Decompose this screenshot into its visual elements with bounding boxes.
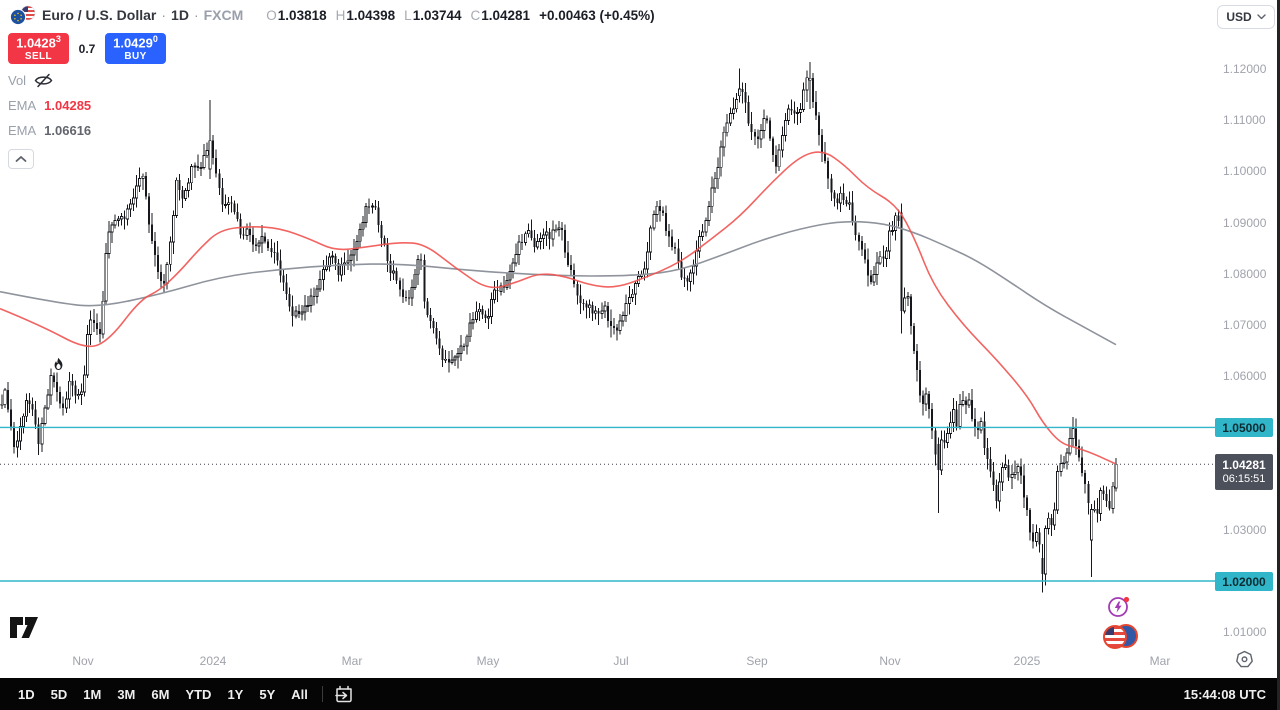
event-flame-icon[interactable] [53, 357, 64, 376]
open-letter: O [266, 7, 277, 23]
ema-fast-row[interactable]: EMA 1.04285 [8, 97, 655, 114]
ema-slow-row[interactable]: EMA 1.06616 [8, 122, 655, 139]
range-5y-button[interactable]: 5Y [259, 686, 276, 702]
sell-label: SELL [24, 50, 53, 62]
time-axis-label: Jul [613, 654, 629, 668]
high-letter: H [335, 7, 346, 23]
utc-clock: 15:44:08 UTC [1183, 686, 1266, 702]
bottom-toolbar: 1D 5D 1M 3M 6M YTD 1Y 5Y All 15:44:08 UTC [0, 678, 1280, 710]
symbol-pair-logo[interactable] [8, 5, 38, 26]
close-letter: C [470, 7, 481, 23]
price-scale-label: 1.03000 [1223, 523, 1267, 537]
price-scale-label: 1.06000 [1223, 369, 1267, 383]
separator-dot: · [193, 7, 199, 23]
bar-countdown: 06:15:51 [1222, 472, 1266, 485]
buy-button[interactable]: 1.04290 BUY [105, 33, 166, 64]
collapse-legend-button[interactable] [8, 149, 34, 169]
range-1m-button[interactable]: 1M [83, 686, 102, 702]
price-scale-label: 1.07000 [1223, 318, 1267, 332]
ohlc-readout: O 1.03818 H 1.04398 L 1.03744 C 1.04281 +0.0… [257, 8, 654, 23]
window-edge [1277, 0, 1280, 710]
last-price-label: 1.04281 06:15:51 [1215, 454, 1273, 490]
time-axis-label: May [476, 654, 500, 668]
level-price-label: 1.05000 [1215, 418, 1273, 437]
high-value: 1.04398 [346, 7, 396, 23]
timeframe-label[interactable]: 1D [171, 7, 189, 23]
price-scale-label: 1.09000 [1223, 216, 1267, 230]
eu-flag-icon [9, 8, 27, 26]
chevron-up-icon [15, 156, 27, 162]
symbol-name[interactable]: Euro / U.S. Dollar [42, 7, 157, 23]
time-axis-label: Mar [1149, 654, 1171, 668]
chart-badges [1100, 593, 1144, 657]
ema-fast-value: 1.04285 [44, 98, 92, 113]
volume-indicator-row[interactable]: Vol [8, 72, 655, 89]
ema-slow-label: EMA [8, 123, 37, 138]
level-price-label: 1.02000 [1215, 572, 1273, 591]
spread-value: 0.7 [78, 41, 96, 56]
range-buttons: 1D 5D 1M 3M 6M YTD 1Y 5Y All [12, 684, 314, 705]
tradingview-logo[interactable] [9, 616, 39, 645]
currency-pair-badge-icon[interactable] [1100, 622, 1144, 657]
ema-slow-value: 1.06616 [44, 123, 92, 138]
low-letter: L [404, 7, 412, 23]
price-scale-label: 1.08000 [1223, 267, 1267, 281]
ema-fast-label: EMA [8, 98, 37, 113]
toolbar-divider [321, 686, 323, 702]
sell-button[interactable]: 1.04283 SELL [8, 33, 69, 64]
exchange-label: FXCM [203, 7, 244, 23]
calendar-arrow-icon [335, 685, 352, 703]
buy-label: BUY [124, 50, 147, 62]
range-ytd-button[interactable]: YTD [185, 686, 212, 702]
symbol-title-row: Euro / U.S. Dollar · 1D · FXCM O 1.03818 … [8, 4, 655, 26]
currency-label: USD [1226, 10, 1252, 24]
go-to-date-button[interactable] [331, 681, 357, 707]
time-axis-label: 2025 [1013, 654, 1041, 668]
chevron-down-icon [1256, 14, 1266, 20]
range-3m-button[interactable]: 3M [117, 686, 136, 702]
eye-off-icon[interactable] [34, 72, 53, 89]
price-scale-label: 1.11000 [1223, 113, 1266, 127]
candlestick-chart[interactable] [0, 0, 1215, 648]
chart-legend: Euro / U.S. Dollar · 1D · FXCM O 1.03818 … [8, 4, 655, 169]
time-axis-label: Mar [341, 654, 363, 668]
range-1y-button[interactable]: 1Y [227, 686, 244, 702]
settings-gear-icon[interactable] [1235, 650, 1254, 674]
range-5d-button[interactable]: 5D [50, 686, 68, 702]
trade-panel: 1.04283 SELL 0.7 1.04290 BUY [8, 33, 655, 64]
change-value: +0.00463 (+0.45%) [539, 7, 655, 23]
range-all-button[interactable]: All [291, 686, 308, 702]
time-axis-label: Sep [746, 654, 768, 668]
range-1d-button[interactable]: 1D [18, 686, 35, 702]
open-value: 1.03818 [277, 7, 327, 23]
separator-dot: · [161, 7, 167, 23]
volume-label: Vol [8, 73, 27, 88]
close-value: 1.04281 [481, 7, 531, 23]
price-scale-label: 1.12000 [1223, 62, 1267, 76]
currency-dropdown[interactable]: USD [1217, 5, 1275, 29]
time-axis-label: 2024 [199, 654, 227, 668]
time-axis-label: Nov [879, 654, 901, 668]
price-scale[interactable]: USD 1.12000 1.11000 1.10000 1.09000 1.08000 1… [1215, 0, 1277, 676]
range-6m-button[interactable]: 6M [151, 686, 170, 702]
time-axis[interactable]: Nov 2024 Mar May Jul Sep Nov 2025 Mar [0, 648, 1215, 676]
lightning-badge-icon[interactable] [1106, 593, 1144, 624]
low-value: 1.03744 [412, 7, 462, 23]
price-scale-label: 1.01000 [1223, 625, 1267, 639]
price-scale-label: 1.10000 [1223, 164, 1267, 178]
time-axis-label: Nov [72, 654, 94, 668]
